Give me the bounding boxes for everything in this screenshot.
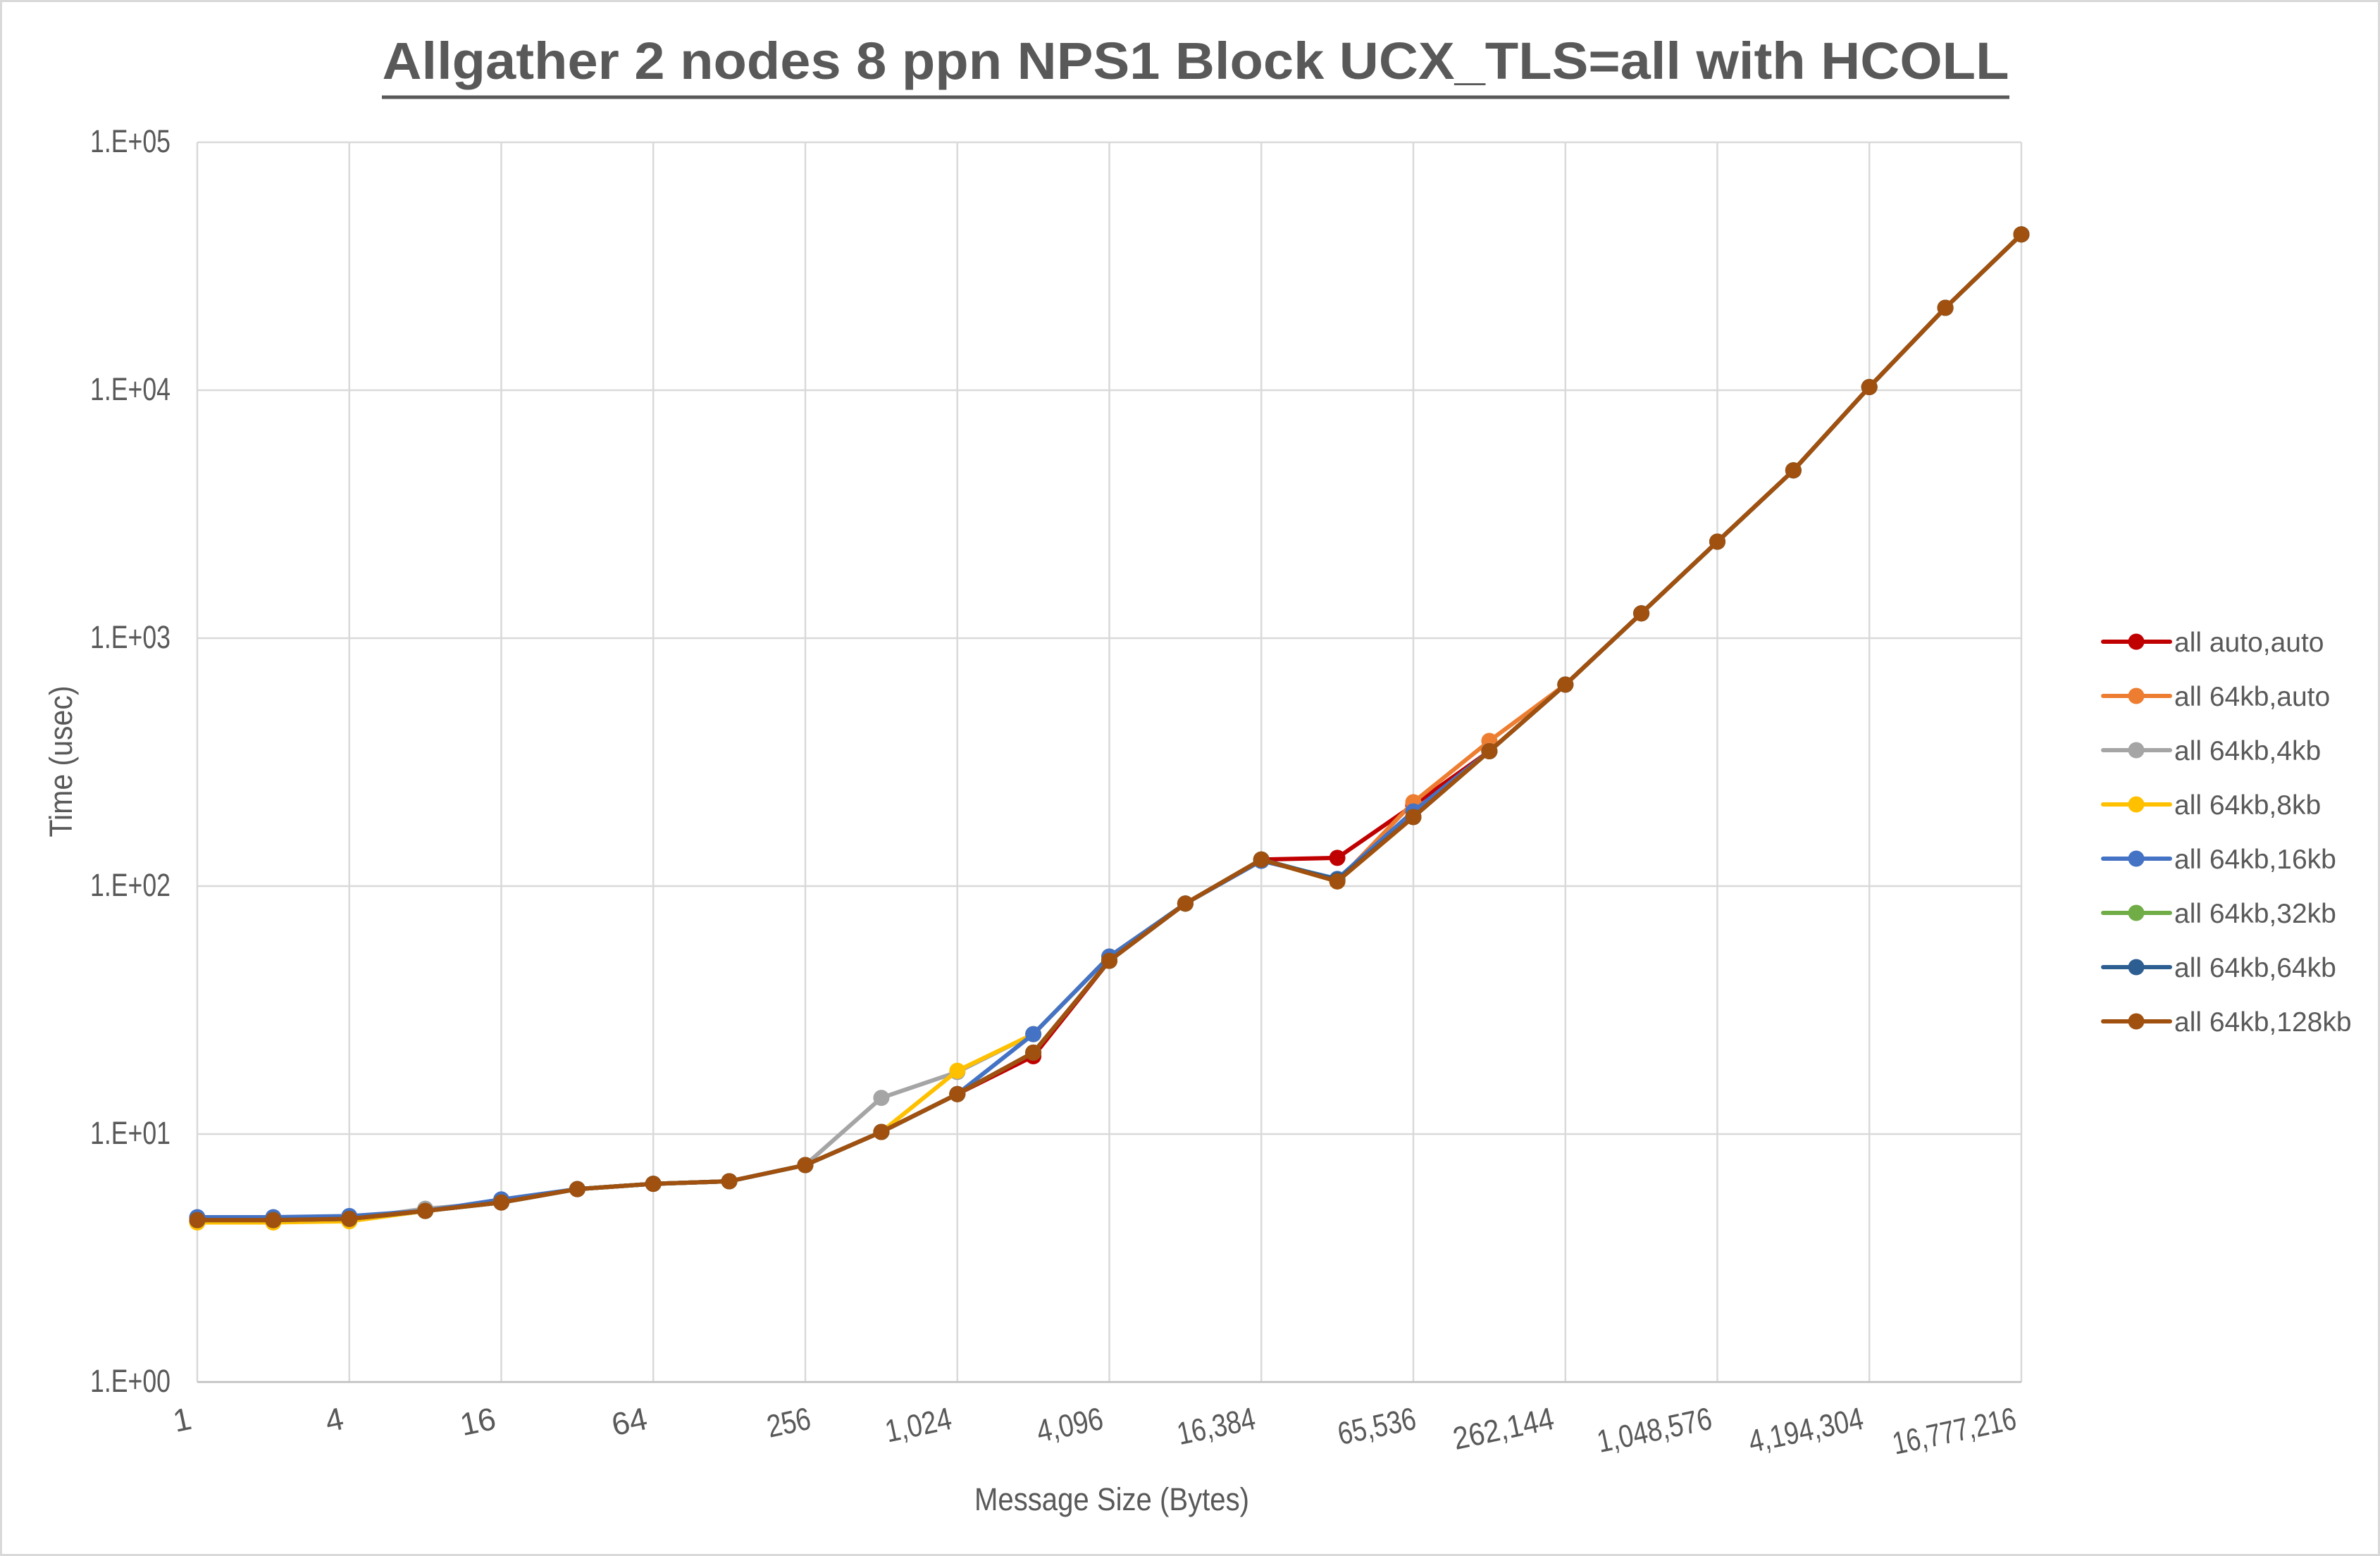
svg-text:all 64kb,128kb: all 64kb,128kb — [2174, 1007, 2352, 1038]
svg-text:all 64kb,32kb: all 64kb,32kb — [2174, 899, 2336, 929]
svg-text:1.E+05: 1.E+05 — [90, 123, 171, 159]
svg-text:64: 64 — [609, 1400, 651, 1443]
svg-text:1.E+02: 1.E+02 — [90, 867, 171, 903]
svg-text:1.E+01: 1.E+01 — [90, 1115, 171, 1151]
svg-text:all 64kb,8kb: all 64kb,8kb — [2174, 790, 2321, 821]
svg-text:1.E+03: 1.E+03 — [90, 619, 171, 655]
svg-text:all 64kb,64kb: all 64kb,64kb — [2174, 953, 2336, 983]
svg-text:1.E+00: 1.E+00 — [90, 1363, 171, 1399]
svg-text:all auto,auto: all auto,auto — [2174, 628, 2324, 658]
svg-text:1.E+04: 1.E+04 — [90, 371, 171, 407]
svg-text:Allgather 2 nodes 8 ppn NPS1 B: Allgather 2 nodes 8 ppn NPS1 Block UCX_T… — [383, 32, 2009, 90]
svg-text:all 64kb,auto: all 64kb,auto — [2174, 682, 2330, 712]
svg-text:256: 256 — [764, 1400, 814, 1445]
svg-text:Message Size (Bytes): Message Size (Bytes) — [974, 1481, 1249, 1517]
svg-text:all 64kb,16kb: all 64kb,16kb — [2174, 845, 2336, 875]
svg-text:16: 16 — [457, 1400, 500, 1443]
svg-text:all 64kb,4kb: all 64kb,4kb — [2174, 736, 2321, 766]
svg-text:Time (usec): Time (usec) — [43, 686, 79, 838]
